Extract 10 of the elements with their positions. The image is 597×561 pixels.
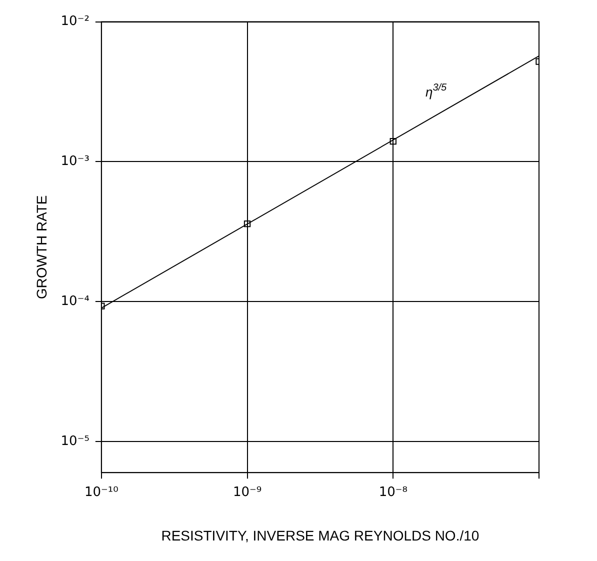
y-tick-label: 10⁻⁴: [60, 294, 90, 310]
x-tick-label: 10⁻⁹: [232, 484, 262, 500]
x-tick-label: 10⁻⁸: [378, 484, 408, 500]
y-tick-label: 10⁻²: [60, 14, 90, 30]
y-tick-label: 10⁻⁵: [60, 434, 90, 449]
point: [390, 138, 396, 145]
y-tick-label: 10⁻³: [60, 154, 90, 170]
x-axis-title: RESISTIVITY, INVERSE MAG REYNOLDS NO./10: [161, 527, 480, 544]
y-axis-title: GROWTH RATE: [33, 195, 50, 300]
x-tick-label: 10⁻¹⁰: [84, 484, 118, 500]
